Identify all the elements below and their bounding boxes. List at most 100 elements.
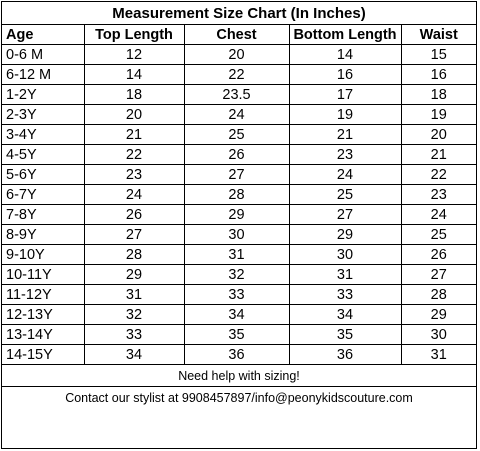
top-length-cell: 22	[83, 144, 185, 165]
column-header-top-length: Top Length	[83, 25, 185, 45]
bottom-length-cell: 16	[288, 64, 402, 85]
chest-cell: 22	[183, 64, 290, 85]
column-header-waist: Waist	[400, 25, 476, 45]
bottom-length-cell: 21	[288, 124, 402, 145]
bottom-length-cell: 27	[288, 204, 402, 225]
age-cell: 9-10Y	[2, 244, 85, 265]
table-row: 3-4Y 21 25 21 20	[2, 124, 476, 145]
column-header-bottom-length: Bottom Length	[288, 25, 402, 45]
top-length-cell: 29	[83, 264, 185, 285]
chest-cell: 27	[183, 164, 290, 185]
top-length-cell: 27	[83, 224, 185, 245]
bottom-length-cell: 23	[288, 144, 402, 165]
waist-cell: 19	[400, 104, 476, 125]
waist-cell: 20	[400, 124, 476, 145]
chest-cell: 25	[183, 124, 290, 145]
top-length-cell: 33	[83, 324, 185, 345]
top-length-cell: 18	[83, 84, 185, 105]
table-row: 6-7Y 24 28 25 23	[2, 184, 476, 205]
age-cell: 2-3Y	[2, 104, 85, 125]
waist-cell: 29	[400, 304, 476, 325]
chest-cell: 20	[183, 44, 290, 65]
table-row: 9-10Y 28 31 30 26	[2, 244, 476, 265]
age-cell: 12-13Y	[2, 304, 85, 325]
table-row: 12-13Y 32 34 34 29	[2, 304, 476, 325]
waist-cell: 22	[400, 164, 476, 185]
chest-cell: 30	[183, 224, 290, 245]
chest-cell: 31	[183, 244, 290, 265]
table-row: 4-5Y 22 26 23 21	[2, 144, 476, 165]
top-length-cell: 28	[83, 244, 185, 265]
age-cell: 0-6 M	[2, 44, 85, 65]
waist-cell: 23	[400, 184, 476, 205]
age-cell: 8-9Y	[2, 224, 85, 245]
bottom-length-cell: 35	[288, 324, 402, 345]
age-cell: 3-4Y	[2, 124, 85, 145]
table-row: 0-6 M 12 20 14 15	[2, 44, 476, 65]
age-cell: 6-7Y	[2, 184, 85, 205]
age-cell: 7-8Y	[2, 204, 85, 225]
bottom-length-cell: 36	[288, 344, 402, 365]
chest-cell: 33	[183, 284, 290, 305]
waist-cell: 18	[400, 84, 476, 105]
size-table: Age Top Length Chest Bottom Length Waist…	[2, 25, 476, 365]
chest-cell: 29	[183, 204, 290, 225]
chest-cell: 34	[183, 304, 290, 325]
waist-cell: 26	[400, 244, 476, 265]
top-length-cell: 32	[83, 304, 185, 325]
table-row: 1-2Y 18 23.5 17 18	[2, 84, 476, 105]
bottom-length-cell: 19	[288, 104, 402, 125]
waist-cell: 25	[400, 224, 476, 245]
table-row: 11-12Y 31 33 33 28	[2, 284, 476, 305]
table-row: 13-14Y 33 35 35 30	[2, 324, 476, 345]
header-row: Age Top Length Chest Bottom Length Waist	[2, 25, 476, 45]
bottom-length-cell: 17	[288, 84, 402, 105]
sizing-help-note: Need help with sizing!	[2, 365, 476, 387]
age-cell: 10-11Y	[2, 264, 85, 285]
age-cell: 1-2Y	[2, 84, 85, 105]
bottom-length-cell: 24	[288, 164, 402, 185]
age-cell: 4-5Y	[2, 144, 85, 165]
column-header-age: Age	[2, 25, 85, 45]
waist-cell: 24	[400, 204, 476, 225]
top-length-cell: 31	[83, 284, 185, 305]
age-cell: 11-12Y	[2, 284, 85, 305]
bottom-length-cell: 31	[288, 264, 402, 285]
waist-cell: 31	[400, 344, 476, 365]
table-row: 14-15Y 34 36 36 31	[2, 344, 476, 365]
top-length-cell: 20	[83, 104, 185, 125]
waist-cell: 28	[400, 284, 476, 305]
age-cell: 6-12 M	[2, 64, 85, 85]
table-row: 8-9Y 27 30 29 25	[2, 224, 476, 245]
top-length-cell: 34	[83, 344, 185, 365]
bottom-length-cell: 14	[288, 44, 402, 65]
chart-title: Measurement Size Chart (In Inches)	[2, 2, 476, 25]
bottom-length-cell: 25	[288, 184, 402, 205]
top-length-cell: 14	[83, 64, 185, 85]
age-cell: 5-6Y	[2, 164, 85, 185]
bottom-length-cell: 29	[288, 224, 402, 245]
chest-cell: 23.5	[183, 84, 290, 105]
waist-cell: 27	[400, 264, 476, 285]
column-header-chest: Chest	[183, 25, 290, 45]
table-body: 0-6 M 12 20 14 15 6-12 M 14 22 16 16 1-2Y 18 23.5 17 1…	[2, 44, 476, 365]
table-row: 2-3Y 20 24 19 19	[2, 104, 476, 125]
bottom-length-cell: 33	[288, 284, 402, 305]
top-length-cell: 12	[83, 44, 185, 65]
waist-cell: 21	[400, 144, 476, 165]
table-row: 5-6Y 23 27 24 22	[2, 164, 476, 185]
chest-cell: 28	[183, 184, 290, 205]
top-length-cell: 23	[83, 164, 185, 185]
chest-cell: 24	[183, 104, 290, 125]
top-length-cell: 26	[83, 204, 185, 225]
age-cell: 13-14Y	[2, 324, 85, 345]
table-row: 6-12 M 14 22 16 16	[2, 64, 476, 85]
top-length-cell: 24	[83, 184, 185, 205]
bottom-length-cell: 34	[288, 304, 402, 325]
chest-cell: 26	[183, 144, 290, 165]
table-row: 10-11Y 29 32 31 27	[2, 264, 476, 285]
contact-line: Contact our stylist at 9908457897/info@p…	[65, 391, 413, 405]
chest-cell: 32	[183, 264, 290, 285]
chest-cell: 36	[183, 344, 290, 365]
